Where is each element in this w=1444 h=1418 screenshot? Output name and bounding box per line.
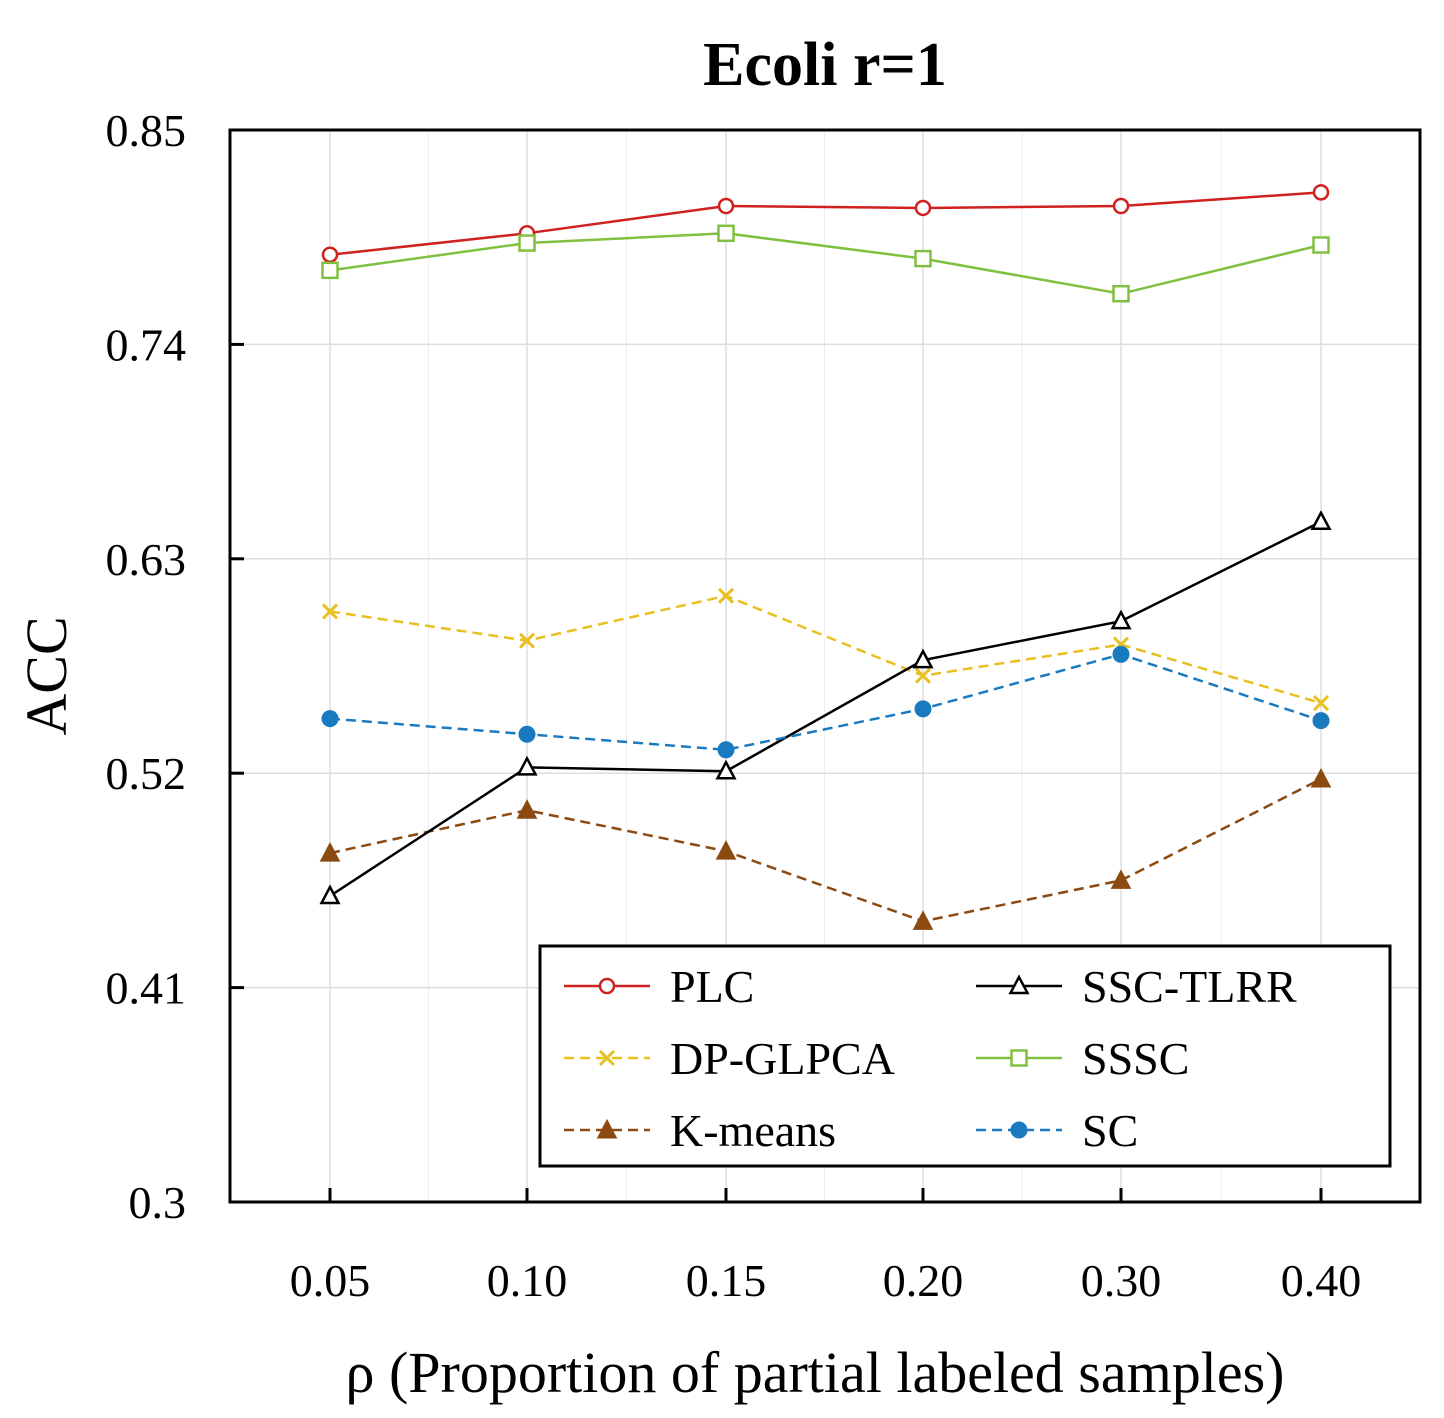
data-point xyxy=(715,840,737,860)
plot-frame xyxy=(228,128,1422,1204)
y-tick-label: 0.85 xyxy=(106,105,187,156)
legend-label: SC xyxy=(1082,1105,1138,1156)
data-point xyxy=(1312,184,1330,201)
x-tick-label: 0.10 xyxy=(487,1255,568,1306)
legend-marker xyxy=(1010,1121,1028,1139)
data-point xyxy=(912,648,934,669)
data-point xyxy=(1312,236,1330,254)
data-point xyxy=(319,884,341,905)
marker-stroke xyxy=(1312,694,1330,712)
y-tick-label: 0.3 xyxy=(129,1177,187,1228)
legend-marker xyxy=(1010,1049,1028,1067)
marker-stroke xyxy=(717,587,735,604)
data-point xyxy=(914,667,932,684)
marker-stroke xyxy=(321,603,339,620)
marker-stroke xyxy=(598,1049,616,1067)
data-point xyxy=(1312,694,1330,712)
data-point xyxy=(717,197,735,215)
series-dp-glpca xyxy=(321,587,1330,712)
series-line xyxy=(329,594,1322,705)
data-point xyxy=(717,741,735,759)
data-point xyxy=(321,261,339,280)
data-point xyxy=(1112,645,1130,663)
data-point xyxy=(1112,284,1130,303)
data-point xyxy=(1310,510,1332,531)
legend-entry: SC xyxy=(976,1105,1138,1156)
data-point xyxy=(518,234,536,252)
data-point xyxy=(914,700,932,718)
legend: PLC DP-GLPCA K-means SSC-TLRR SSSC SC xyxy=(538,944,1392,1168)
x-tick-label: 0.20 xyxy=(883,1255,964,1306)
data-point xyxy=(1310,767,1332,788)
series-line xyxy=(329,777,1322,923)
y-axis-label: ACC xyxy=(14,616,79,735)
legend-entry: DP-GLPCA xyxy=(564,1033,895,1084)
marker-stroke xyxy=(518,632,536,649)
chart-title: Ecoli r=1 xyxy=(703,31,947,99)
data-point xyxy=(518,725,536,743)
x-tick-label: 0.40 xyxy=(1281,1255,1362,1306)
data-point xyxy=(319,842,341,862)
series-line xyxy=(329,652,1322,752)
y-tick-label: 0.74 xyxy=(106,319,187,370)
series-k-means xyxy=(319,767,1332,930)
series-group xyxy=(319,184,1332,930)
data-point xyxy=(516,755,538,776)
marker-stroke xyxy=(914,667,932,684)
y-tick-label: 0.52 xyxy=(106,748,187,799)
data-point xyxy=(912,910,934,930)
data-point xyxy=(321,710,339,728)
data-point xyxy=(321,603,339,620)
legend-box xyxy=(538,944,1392,1168)
legend-label: K-means xyxy=(670,1105,836,1156)
data-point xyxy=(1110,869,1132,889)
y-tick-labels: 0.85 0.74 0.63 0.52 0.41 0.3 xyxy=(106,105,244,1228)
x-tick-label: 0.05 xyxy=(290,1255,371,1306)
series-ssc-tlrr xyxy=(319,510,1332,905)
series-line xyxy=(329,520,1322,898)
data-point xyxy=(516,799,538,819)
data-point xyxy=(717,587,735,604)
legend-label: PLC xyxy=(670,961,754,1012)
data-point xyxy=(1112,197,1130,215)
data-point xyxy=(1110,609,1132,630)
legend-marker xyxy=(598,977,616,995)
data-point xyxy=(1312,712,1330,730)
data-point xyxy=(321,246,339,263)
x-tick-labels: 0.05 0.10 0.15 0.20 0.30 0.40 xyxy=(290,1188,1362,1306)
series-line xyxy=(329,191,1322,256)
x-tick-label: 0.30 xyxy=(1081,1255,1162,1306)
data-point xyxy=(914,249,932,268)
series-sc xyxy=(321,645,1330,759)
y-tick-label: 0.63 xyxy=(106,534,187,585)
legend-marker xyxy=(598,1049,616,1067)
data-point xyxy=(715,759,737,780)
legend-label: SSSC xyxy=(1082,1033,1189,1084)
series-plc xyxy=(321,184,1330,263)
legend-entry: PLC xyxy=(564,961,754,1012)
legend-entry: SSSC xyxy=(976,1033,1189,1084)
legend-label: DP-GLPCA xyxy=(670,1033,895,1084)
data-point xyxy=(914,199,932,217)
legend-label: SSC-TLRR xyxy=(1082,961,1297,1012)
x-tick-label: 0.15 xyxy=(686,1255,767,1306)
series-line xyxy=(329,232,1322,296)
legend-entry: SSC-TLRR xyxy=(976,961,1297,1012)
data-point xyxy=(518,632,536,649)
x-axis-label: ρ (Proportion of partial labeled samples… xyxy=(346,1340,1285,1405)
data-point xyxy=(717,224,735,243)
legend-entry: K-means xyxy=(564,1105,836,1156)
series-sssc xyxy=(321,224,1330,303)
legend-marker xyxy=(1008,974,1030,995)
legend-marker xyxy=(596,1118,618,1139)
y-tick-label: 0.41 xyxy=(106,963,187,1014)
